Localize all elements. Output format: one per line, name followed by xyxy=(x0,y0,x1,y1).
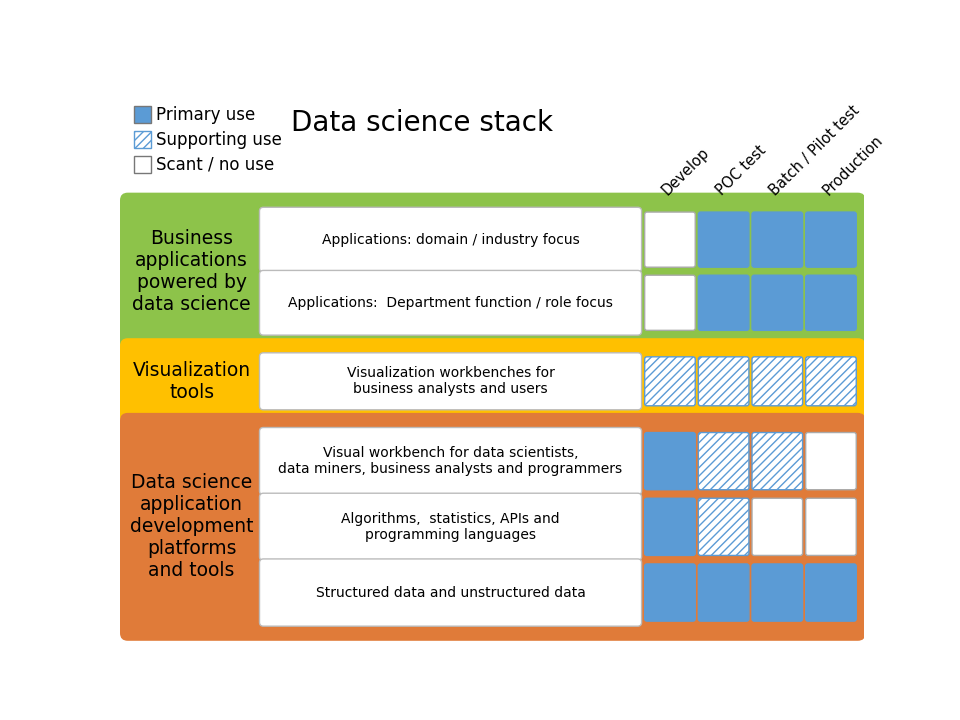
FancyBboxPatch shape xyxy=(752,212,803,267)
Text: Scant / no use: Scant / no use xyxy=(156,156,275,174)
Text: POC test: POC test xyxy=(713,143,769,198)
FancyBboxPatch shape xyxy=(259,353,641,410)
FancyBboxPatch shape xyxy=(259,493,641,560)
FancyBboxPatch shape xyxy=(645,212,695,267)
FancyBboxPatch shape xyxy=(698,564,749,621)
FancyBboxPatch shape xyxy=(698,212,749,267)
FancyBboxPatch shape xyxy=(805,564,856,621)
Text: Supporting use: Supporting use xyxy=(156,130,282,148)
Text: Develop: Develop xyxy=(660,145,712,198)
FancyBboxPatch shape xyxy=(805,433,856,490)
Text: Visual workbench for data scientists,
data miners, business analysts and program: Visual workbench for data scientists, da… xyxy=(278,446,623,476)
Text: Data science
application
development
platforms
and tools: Data science application development pla… xyxy=(130,473,253,580)
Text: Structured data and unstructured data: Structured data and unstructured data xyxy=(316,585,586,600)
FancyBboxPatch shape xyxy=(120,413,866,641)
FancyBboxPatch shape xyxy=(805,357,856,406)
FancyBboxPatch shape xyxy=(805,498,856,555)
FancyBboxPatch shape xyxy=(259,271,641,335)
Text: Algorithms,  statistics, APIs and
programming languages: Algorithms, statistics, APIs and program… xyxy=(341,512,560,542)
FancyBboxPatch shape xyxy=(752,275,803,330)
FancyBboxPatch shape xyxy=(259,559,641,626)
FancyBboxPatch shape xyxy=(698,433,749,490)
Text: Applications: domain / industry focus: Applications: domain / industry focus xyxy=(322,233,580,247)
FancyBboxPatch shape xyxy=(134,107,151,123)
FancyBboxPatch shape xyxy=(645,357,695,406)
Text: Batch / Pilot test: Batch / Pilot test xyxy=(767,102,862,198)
FancyBboxPatch shape xyxy=(752,357,803,406)
Text: Business
applications
powered by
data science: Business applications powered by data sc… xyxy=(132,229,251,314)
Text: Visualization workbenches for
business analysts and users: Visualization workbenches for business a… xyxy=(347,366,555,397)
FancyBboxPatch shape xyxy=(645,433,695,490)
FancyBboxPatch shape xyxy=(120,338,866,424)
FancyBboxPatch shape xyxy=(259,207,641,272)
FancyBboxPatch shape xyxy=(645,564,695,621)
FancyBboxPatch shape xyxy=(645,498,695,555)
FancyBboxPatch shape xyxy=(752,433,803,490)
FancyBboxPatch shape xyxy=(698,357,749,406)
FancyBboxPatch shape xyxy=(120,193,866,350)
Text: Visualization
tools: Visualization tools xyxy=(132,361,251,402)
Text: Applications:  Department function / role focus: Applications: Department function / role… xyxy=(288,296,613,310)
FancyBboxPatch shape xyxy=(698,275,749,330)
FancyBboxPatch shape xyxy=(259,428,641,495)
FancyBboxPatch shape xyxy=(134,156,151,173)
Text: Production: Production xyxy=(821,132,886,198)
Text: Primary use: Primary use xyxy=(156,106,255,124)
FancyBboxPatch shape xyxy=(645,275,695,330)
FancyBboxPatch shape xyxy=(805,212,856,267)
Text: Data science stack: Data science stack xyxy=(291,109,553,138)
FancyBboxPatch shape xyxy=(752,564,803,621)
FancyBboxPatch shape xyxy=(805,275,856,330)
FancyBboxPatch shape xyxy=(752,498,803,555)
FancyBboxPatch shape xyxy=(134,131,151,148)
FancyBboxPatch shape xyxy=(698,498,749,555)
